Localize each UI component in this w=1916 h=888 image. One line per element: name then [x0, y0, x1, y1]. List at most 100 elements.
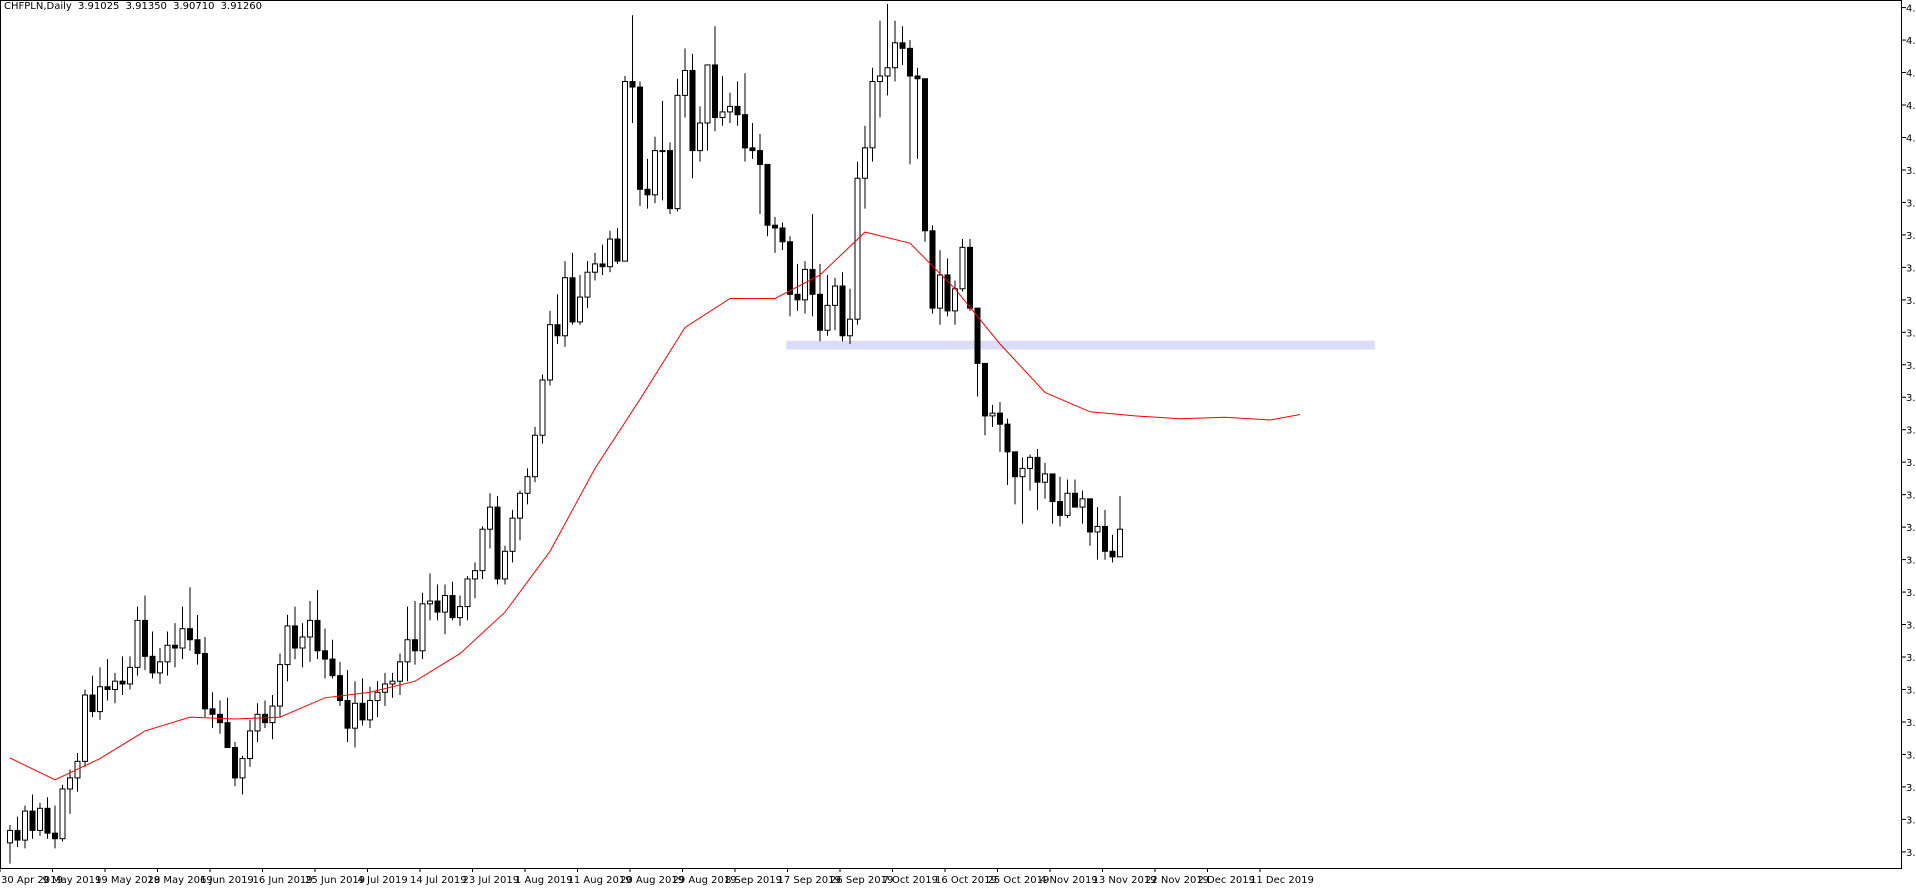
candle-body-down [1087, 498, 1093, 533]
candle-body-down [344, 700, 351, 729]
candle [884, 4, 891, 96]
candle [1057, 476, 1063, 527]
candle [772, 216, 778, 253]
y-tick-label: 3.93925 [1906, 328, 1916, 339]
candle-body-up [67, 777, 73, 790]
candle-body-up [284, 625, 291, 666]
candle [644, 158, 651, 209]
candle [562, 261, 568, 347]
candle [614, 227, 621, 264]
candle-body-up [112, 680, 118, 690]
candle-body-up [1027, 456, 1033, 469]
candle-body-up [352, 702, 358, 729]
candle-body-down [337, 675, 343, 702]
candle [119, 656, 126, 696]
candle [509, 509, 516, 563]
plot-border [0, 0, 1902, 869]
candle-body-up [892, 42, 898, 69]
candle-body-down [599, 263, 606, 268]
candle-body-down [412, 639, 418, 652]
candle-body-up [157, 661, 163, 674]
candle [809, 214, 816, 317]
candle [382, 672, 388, 707]
candle-body-up [277, 664, 283, 707]
candle-body-down [149, 655, 156, 674]
candle [37, 802, 43, 836]
candle [802, 261, 808, 314]
candle-body-down [44, 807, 51, 834]
candle-body-up [959, 246, 966, 290]
x-tick-label: 7 Oct 2019 [883, 875, 938, 886]
candle-body-up [592, 263, 598, 273]
candle [502, 545, 508, 585]
candle [1042, 462, 1048, 499]
candle [967, 239, 973, 311]
candle [1117, 496, 1123, 558]
candle [194, 614, 201, 665]
candle [112, 672, 118, 704]
candle-body-up [269, 705, 276, 724]
candle [127, 656, 133, 690]
candle-body-up [1094, 525, 1101, 533]
candle [697, 106, 703, 162]
candle-body-up [524, 476, 531, 494]
x-tick-label: 26 Sep 2019 [830, 875, 893, 886]
y-tick-label: 4.04500 [1906, 36, 1916, 47]
candle-body-up [7, 829, 13, 844]
candle [1087, 498, 1093, 546]
candle [329, 639, 336, 679]
candle [464, 576, 471, 621]
candle [1027, 454, 1033, 491]
candle [149, 631, 156, 679]
candle-body-up [374, 691, 381, 702]
candle [22, 805, 28, 849]
candle [689, 53, 696, 179]
y-tick-label: 3.78650 [1906, 750, 1916, 761]
candle-body-down [52, 832, 58, 840]
candle-body-up [404, 639, 411, 663]
candle-body-up [1042, 473, 1048, 483]
y-tick-label: 3.97450 [1906, 231, 1916, 242]
candle [787, 236, 793, 317]
candle-body-down [742, 114, 748, 149]
candle [547, 310, 553, 386]
candle [44, 797, 51, 839]
candle-body-down [974, 307, 981, 364]
y-tick-label: 3.81000 [1906, 685, 1916, 696]
candle [74, 753, 81, 792]
candle [434, 584, 441, 621]
candle-body-down [614, 238, 621, 262]
candle-body-down [1004, 423, 1011, 453]
x-tick-label: 4 Nov 2019 [1040, 875, 1098, 886]
candle [622, 75, 628, 262]
candle-body-down [637, 86, 643, 190]
candle-body-up [517, 492, 523, 519]
candle-body-up [59, 788, 66, 840]
candle-body-up [389, 680, 396, 685]
candle-body-up [397, 661, 403, 682]
candle [944, 258, 951, 317]
y-tick-label: 4.00975 [1906, 133, 1916, 144]
y-tick-label: 4.02150 [1906, 101, 1916, 112]
candle-body-down [322, 650, 328, 660]
candle [232, 741, 238, 787]
x-tick-label: 11 Dec 2019 [1250, 875, 1314, 886]
candle-body-down [359, 702, 366, 721]
candle-body-up [502, 550, 508, 580]
candle-body-down [1057, 501, 1063, 516]
candle [997, 402, 1003, 452]
x-tick-label: 8 Sep 2019 [725, 875, 782, 886]
candle-body-up [869, 81, 876, 149]
candle [877, 20, 883, 118]
candle-body-down [644, 188, 651, 196]
candle-body-up [127, 666, 133, 685]
candle [629, 15, 636, 123]
candle [299, 623, 306, 668]
y-tick-label: 3.98625 [1906, 198, 1916, 209]
candle [554, 294, 561, 345]
candle-body-down [14, 829, 21, 841]
candle [734, 81, 741, 126]
candle [989, 404, 996, 427]
x-tick-label: 9 May 2019 [43, 875, 102, 886]
